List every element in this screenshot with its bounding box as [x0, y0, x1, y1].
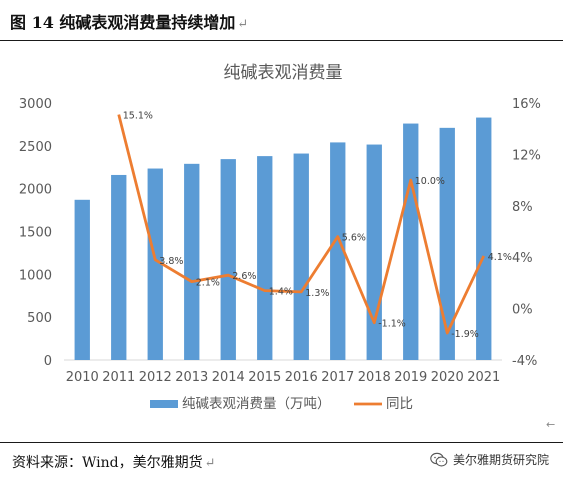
- y-right-tick-label: 8%: [512, 200, 533, 215]
- yoy-data-label: -1.9%: [451, 329, 479, 340]
- x-tick-label: 2012: [139, 370, 172, 385]
- y-right-tick-label: 0%: [512, 303, 533, 318]
- y-left-tick-label: 1000: [19, 268, 52, 283]
- x-tick-label: 2013: [175, 370, 208, 385]
- y-right-tick-label: 12%: [512, 148, 541, 163]
- yoy-data-label: 2.1%: [196, 278, 220, 289]
- yoy-data-label: 1.4%: [269, 287, 293, 298]
- figure-footer: 资料来源：Wind，美尔雅期货 ↵ 美尔雅期货研究院: [0, 442, 563, 481]
- yoy-data-label: 15.1%: [123, 111, 153, 122]
- chart-title: 纯碱表观消费量: [224, 63, 343, 83]
- bar: [74, 199, 90, 360]
- yoy-data-label: 2.6%: [232, 271, 256, 282]
- wechat-icon: [430, 452, 448, 466]
- bar: [439, 127, 455, 361]
- x-tick-label: 2019: [394, 370, 427, 385]
- yoy-data-label: 10.0%: [415, 176, 445, 187]
- brand: 美尔雅期货研究院: [430, 451, 549, 468]
- y-left-tick-label: 2000: [19, 183, 52, 198]
- yoy-data-label: 4.1%: [488, 252, 512, 263]
- chart-svg: 纯碱表观消费量 0 500 1000 1500 2000 2500 3000 -4% 0% 4% 8%…: [19, 63, 541, 412]
- y-right-tick-label: 16%: [512, 97, 541, 112]
- x-tick-label: 2014: [212, 370, 245, 385]
- x-tick-label: 2020: [431, 370, 464, 385]
- bar: [147, 168, 163, 360]
- x-tick-label: 2015: [248, 370, 281, 385]
- y-left-tick-label: 0: [44, 354, 52, 369]
- figure-title: 图 14 纯碱表观消费量持续增加 ↵: [10, 13, 249, 32]
- x-tick-label: 2017: [321, 370, 354, 385]
- bar: [293, 153, 309, 360]
- left-arrow-mark: ←: [546, 418, 556, 431]
- bar: [220, 159, 236, 360]
- legend-bar-swatch: [150, 400, 178, 408]
- y-left-tick-label: 500: [27, 311, 52, 326]
- yoy-data-label: -1.1%: [378, 319, 406, 330]
- yoy-data-label: 3.8%: [159, 256, 183, 267]
- y-left-tick-label: 3000: [19, 97, 52, 112]
- y-left-tick-label: 1500: [19, 226, 52, 241]
- x-tick-label: 2016: [285, 370, 318, 385]
- source-note: 资料来源：Wind，美尔雅期货 ↵: [12, 455, 216, 471]
- bar: [403, 123, 419, 360]
- yoy-data-label: 1.3%: [305, 288, 329, 299]
- bar: [257, 156, 273, 360]
- yoy-line: [117, 114, 486, 335]
- bar: [330, 142, 346, 360]
- legend-line-label: 同比: [386, 396, 413, 412]
- bar: [111, 174, 127, 360]
- yoy-data-label: 5.6%: [342, 233, 366, 244]
- chart-container: 纯碱表观消费量 0 500 1000 1500 2000 2500 3000 -4% 0% 4% 8%…: [0, 44, 563, 434]
- x-tick-label: 2021: [467, 370, 500, 385]
- y-left-tick-label: 2500: [19, 140, 52, 155]
- return-mark: ↵: [204, 456, 216, 471]
- return-mark: ↵: [237, 17, 249, 32]
- x-tick-label: 2018: [358, 370, 391, 385]
- figure-header: 图 14 纯碱表观消费量持续增加 ↵: [0, 0, 563, 41]
- y-right-tick-label: 4%: [512, 251, 533, 266]
- brand-name: 美尔雅期货研究院: [452, 453, 549, 467]
- x-tick-label: 2010: [66, 370, 99, 385]
- bar: [184, 163, 200, 360]
- y-right-tick-label: -4%: [512, 354, 537, 369]
- x-tick-label: 2011: [102, 370, 135, 385]
- bar: [476, 117, 492, 361]
- legend-bar-label: 纯碱表观消费量（万吨）: [182, 396, 331, 412]
